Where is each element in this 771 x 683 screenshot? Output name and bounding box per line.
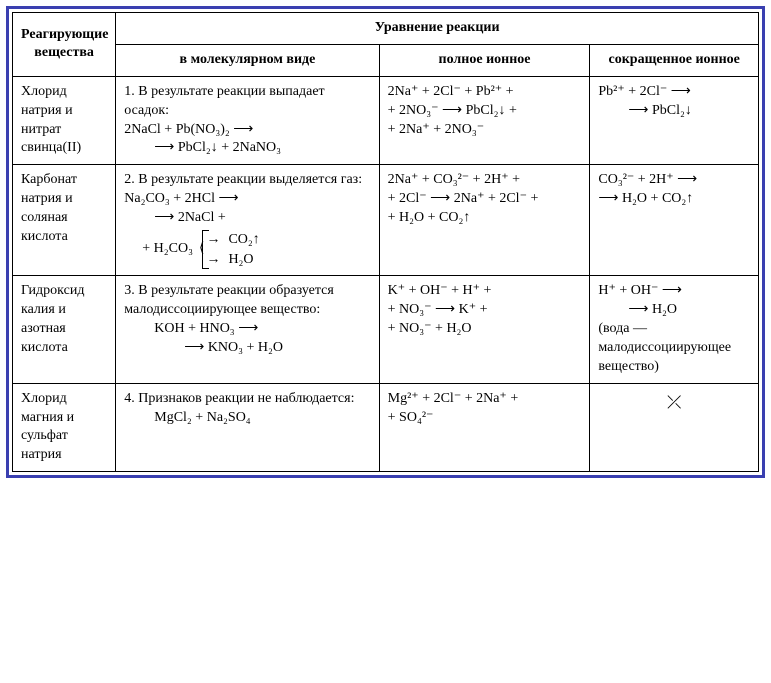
mol-eq: ⟶ KNO₃ + H₂O <box>124 339 370 358</box>
reagents-cell: Карбонат натрия и соляная кислота <box>13 165 116 276</box>
full-ionic-cell: Mg²⁺ + 2Cl⁻ + 2Na⁺ + + SO₄²⁻ <box>379 383 590 472</box>
full-eq: K⁺ + OH⁻ + H⁺ + <box>388 283 492 298</box>
reagents-cell: Хлорид магния и сульфат натрия <box>13 383 116 472</box>
full-eq: + 2Cl⁻ ⟶ 2Na⁺ + 2Cl⁻ + <box>388 191 539 206</box>
molecular-cell: 2. В результате реакции выделяется газ: … <box>116 165 379 276</box>
short-eq: ⟶ PbCl₂↓ <box>598 102 750 121</box>
header-full-ionic: полное ионное <box>379 44 590 76</box>
table-row: Хлорид натрия и нитрат свинца(II) 1. В р… <box>13 76 759 165</box>
mol-text: 1. В результате реакции выпадает осадок: <box>124 84 324 118</box>
full-ionic-cell: 2Na⁺ + CO₃²⁻ + 2H⁺ + + 2Cl⁻ ⟶ 2Na⁺ + 2Cl… <box>379 165 590 276</box>
short-note: (вода — малодиссоциирующее вещество) <box>598 321 731 374</box>
full-eq: + SO₄²⁻ <box>388 410 434 425</box>
table-header-row: Реагирующие вещества Уравнение реакции <box>13 13 759 45</box>
mol-eq: Na₂CO₃ + 2HCl ⟶ <box>124 191 238 206</box>
mol-eq: 2NaCl + Pb(NO₃)₂ ⟶ <box>124 122 253 137</box>
mol-eq: MgCl₂ + Na₂SO₄ <box>124 409 370 428</box>
full-eq: 2Na⁺ + 2Cl⁻ + Pb²⁺ + <box>388 84 514 99</box>
header-substances: Реагирующие вещества <box>13 13 116 77</box>
molecular-cell: 4. Признаков реакции не наблюдается: MgC… <box>116 383 379 472</box>
reaction-table: Реагирующие вещества Уравнение реакции в… <box>12 12 759 472</box>
header-equation: Уравнение реакции <box>116 13 759 45</box>
full-eq: Mg²⁺ + 2Cl⁻ + 2Na⁺ + <box>388 391 519 406</box>
table-row: Хлорид магния и сульфат натрия 4. Призна… <box>13 383 759 472</box>
reagents-cell: Хлорид натрия и нитрат свинца(II) <box>13 76 116 165</box>
decomp-block: + H₂CO₃ ⟨ CO₂↑ H₂O <box>124 230 370 269</box>
molecular-cell: 3. В результате реакции образуется малод… <box>116 276 379 383</box>
short-eq: ⟶ H₂O + CO₂↑ <box>598 191 693 206</box>
mol-eq: ⟶ 2NaCl + <box>124 209 370 228</box>
mol-text: 3. В результате реакции образуется малод… <box>124 283 334 317</box>
table-row: Гидроксид калия и азотная кислота 3. В р… <box>13 276 759 383</box>
molecular-cell: 1. В результате реакции выпадает осадок:… <box>116 76 379 165</box>
full-ionic-cell: K⁺ + OH⁻ + H⁺ + + NO₃⁻ ⟶ K⁺ + + NO₃⁻ + H… <box>379 276 590 383</box>
mol-eq: + H₂CO₃ <box>124 240 193 259</box>
full-eq: + NO₃⁻ + H₂O <box>388 321 472 336</box>
table-frame: Реагирующие вещества Уравнение реакции в… <box>6 6 765 478</box>
short-eq: ⟶ H₂O <box>598 301 750 320</box>
short-ionic-cell: CO₃²⁻ + 2H⁺ ⟶ ⟶ H₂O + CO₂↑ <box>590 165 759 276</box>
short-eq: H⁺ + OH⁻ ⟶ <box>598 283 682 298</box>
full-eq: + 2Na⁺ + 2NO₃⁻ <box>388 122 485 137</box>
short-ionic-cell: Pb²⁺ + 2Cl⁻ ⟶ ⟶ PbCl₂↓ <box>590 76 759 165</box>
full-eq: 2Na⁺ + CO₃²⁻ + 2H⁺ + <box>388 172 520 187</box>
short-ionic-cell: ⤫ <box>590 383 759 472</box>
decomp-products: CO₂↑ H₂O <box>210 230 259 269</box>
full-eq: + NO₃⁻ ⟶ K⁺ + <box>388 302 488 317</box>
reagents-cell: Гидроксид калия и азотная кислота <box>13 276 116 383</box>
short-eq: Pb²⁺ + 2Cl⁻ ⟶ <box>598 84 690 99</box>
mol-eq: KOH + HNO₃ ⟶ <box>124 320 370 339</box>
full-ionic-cell: 2Na⁺ + 2Cl⁻ + Pb²⁺ + + 2NO₃⁻ ⟶ PbCl₂↓ + … <box>379 76 590 165</box>
full-eq: + H₂O + CO₂↑ <box>388 210 471 225</box>
mol-text: 4. Признаков реакции не наблюдается: <box>124 391 354 406</box>
table-row: Карбонат натрия и соляная кислота 2. В р… <box>13 165 759 276</box>
no-reaction-icon: ⤫ <box>667 392 681 412</box>
table-subheader-row: в молекулярном виде полное ионное сокращ… <box>13 44 759 76</box>
product: CO₂↑ <box>224 230 259 250</box>
header-short-ionic: сокращенное ионное <box>590 44 759 76</box>
product: H₂O <box>224 250 259 270</box>
full-eq: + 2NO₃⁻ ⟶ PbCl₂↓ + <box>388 103 517 118</box>
header-molecular: в молекулярном виде <box>116 44 379 76</box>
short-eq: CO₃²⁻ + 2H⁺ ⟶ <box>598 172 697 187</box>
mol-text: 2. В результате реакции выделяется газ: <box>124 172 362 187</box>
short-ionic-cell: H⁺ + OH⁻ ⟶ ⟶ H₂O (вода — малодиссоциирую… <box>590 276 759 383</box>
mol-eq: ⟶ PbCl₂↓ + 2NaNO₃ <box>124 139 370 158</box>
